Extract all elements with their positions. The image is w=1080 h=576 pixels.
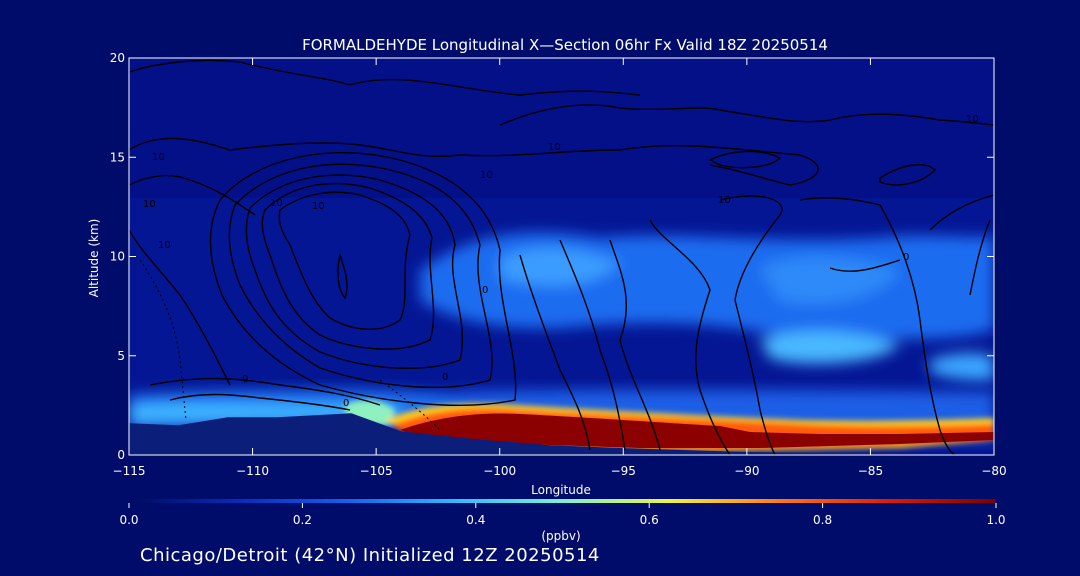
upper-field	[129, 58, 994, 198]
y-tick-label: 15	[110, 150, 125, 164]
x-tick-label: −110	[236, 464, 269, 478]
contour-label: 10	[480, 170, 493, 181]
colorbar-tick-label: 0.0	[119, 513, 138, 527]
x-tick-label: −100	[483, 464, 516, 478]
y-axis: 0 5 10 15 20	[110, 51, 994, 462]
colorbar-tick-label: 0.8	[813, 513, 832, 527]
colorbar-gradient	[129, 499, 996, 503]
terrain	[129, 413, 994, 455]
x-tick-label: −105	[360, 464, 393, 478]
x-tick-label: −90	[734, 464, 759, 478]
contour-label: 10	[152, 152, 165, 163]
contour-label: 10	[718, 195, 731, 206]
contour-label: 0	[903, 252, 909, 263]
contour-label: 10	[548, 142, 561, 153]
contour-label: 0	[343, 398, 349, 409]
colorbar-ticks: 0.0 0.2 0.4 0.6 0.8 1.0	[119, 503, 1006, 527]
colorbar-tick-label: 0.4	[466, 513, 485, 527]
dotted-contours	[139, 259, 441, 431]
colorbar: 0.0 0.2 0.4 0.6 0.8 1.0 (ppbv)	[119, 499, 1006, 543]
x-tick-label: −95	[611, 464, 636, 478]
colorbar-tick-label: 1.0	[986, 513, 1005, 527]
contour-label: 10	[158, 240, 171, 251]
x-tick-label: −115	[113, 464, 146, 478]
colorbar-tick-label: 0.6	[640, 513, 659, 527]
contour-label: 10	[270, 198, 283, 209]
contour-label: 10	[966, 114, 979, 125]
contour-label: 10	[143, 199, 156, 210]
chart-title: FORMALDEHYDE Longitudinal X—Section 06hr…	[302, 36, 828, 54]
y-tick-label: 0	[117, 448, 125, 462]
plot-area: 10 10 10 10 10 10 10 10 10 0 0 0 0 0	[129, 58, 994, 455]
contour-label: 0	[442, 372, 448, 383]
x-tick-label: −80	[981, 464, 1006, 478]
y-axis-label: Altitude (km)	[87, 219, 101, 298]
contour-labels: 10 10 10 10 10 10 10 10 10 0 0 0 0 0	[143, 114, 979, 409]
y-tick-label: 5	[117, 349, 125, 363]
colorbar-tick-label: 0.2	[293, 513, 312, 527]
x-tick-label: −85	[858, 464, 883, 478]
y-tick-label: 10	[110, 250, 125, 264]
temperature-contours	[129, 59, 994, 455]
contour-label: 10	[312, 201, 325, 212]
surface-hcho-core	[400, 413, 994, 448]
colorbar-label: (ppbv)	[541, 529, 580, 543]
mid-hcho-band	[420, 232, 994, 381]
contour-label: 0	[242, 374, 248, 385]
footer-caption: Chicago/Detroit (42°N) Initialized 12Z 2…	[140, 545, 600, 566]
x-axis: −115 −110 −105 −100 −95 −90 −85 −80	[113, 58, 1007, 478]
x-axis-label: Longitude	[531, 483, 591, 497]
y-tick-label: 20	[110, 51, 125, 65]
contour-label: 0	[482, 285, 488, 296]
